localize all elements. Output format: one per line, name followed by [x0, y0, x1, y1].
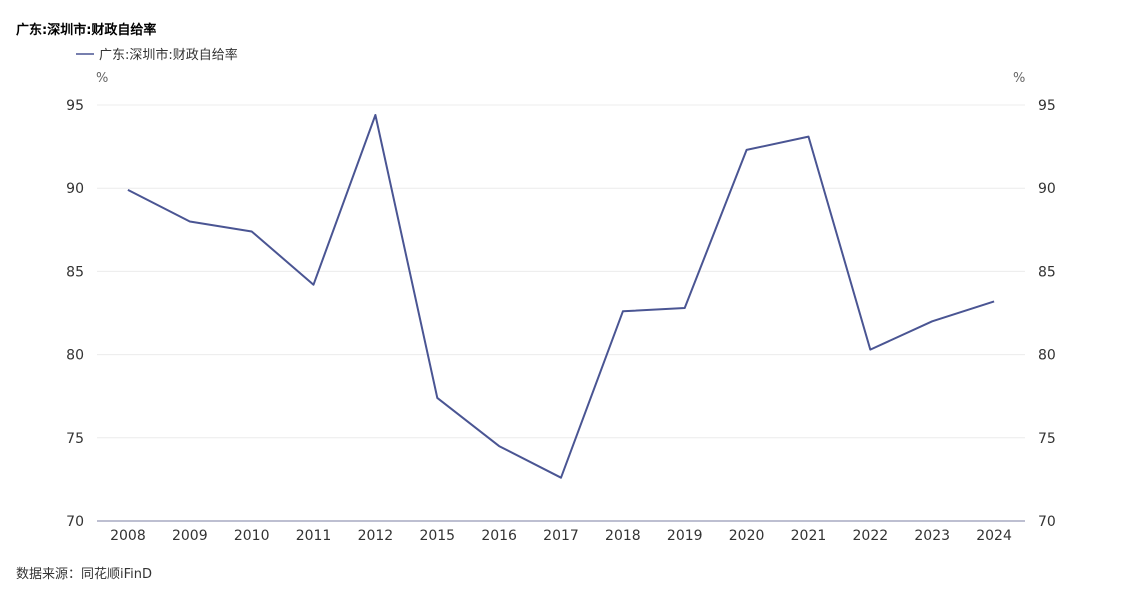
grid-lines: [97, 104, 1025, 439]
y-tick-label-left: 90: [66, 181, 84, 197]
x-tick-label: 2023: [914, 528, 950, 544]
y-tick-label-right: 75: [1038, 431, 1056, 447]
x-tick-label: 2012: [358, 528, 394, 544]
legend[interactable]: 广东:深圳市:财政自给率: [76, 47, 238, 63]
y-tick-label-right: 95: [1038, 98, 1056, 114]
x-tick-label: 2015: [419, 528, 455, 544]
x-tick-label: 2009: [172, 528, 208, 544]
y-tick-label-left: 85: [66, 264, 84, 280]
data-source-note: 数据来源：同花顺iFinD: [16, 567, 153, 582]
series-layer: [127, 114, 995, 479]
y-tick-label-right: 80: [1038, 348, 1056, 364]
x-tick-label: 2024: [976, 528, 1012, 544]
x-tick-label: 2022: [853, 528, 889, 544]
chart-title: 广东:深圳市:财政自给率: [16, 23, 157, 38]
legend-label: 广东:深圳市:财政自给率: [99, 47, 238, 63]
x-tick-label: 2010: [234, 528, 270, 544]
y-axis-right-unit: %: [1013, 71, 1025, 86]
x-tick-label: 2017: [543, 528, 579, 544]
series-line[interactable]: [127, 114, 995, 479]
y-axis-left: 70 75 80 85 90 95: [66, 98, 84, 530]
y-tick-label-left: 95: [66, 98, 84, 114]
y-tick-label-right: 90: [1038, 181, 1056, 197]
x-tick-label: 2018: [605, 528, 641, 544]
y-axis-left-unit: %: [96, 71, 108, 86]
y-tick-label-right: 85: [1038, 264, 1056, 280]
y-tick-label-left: 80: [66, 348, 84, 364]
x-tick-label: 2011: [296, 528, 332, 544]
x-tick-label: 2020: [729, 528, 765, 544]
x-axis: 2008 2009 2010 2011 2012 2015 2016 2017 2018 2019…: [97, 520, 1025, 544]
x-tick-label: 2021: [791, 528, 827, 544]
x-tick-label: 2016: [481, 528, 517, 544]
y-tick-label-left: 75: [66, 431, 84, 447]
y-axis-right: 70 75 80 85 90 95: [1038, 98, 1056, 530]
x-tick-label: 2019: [667, 528, 703, 544]
y-tick-label-right: 70: [1038, 514, 1056, 530]
y-tick-label-left: 70: [66, 514, 84, 530]
x-tick-label: 2008: [110, 528, 146, 544]
